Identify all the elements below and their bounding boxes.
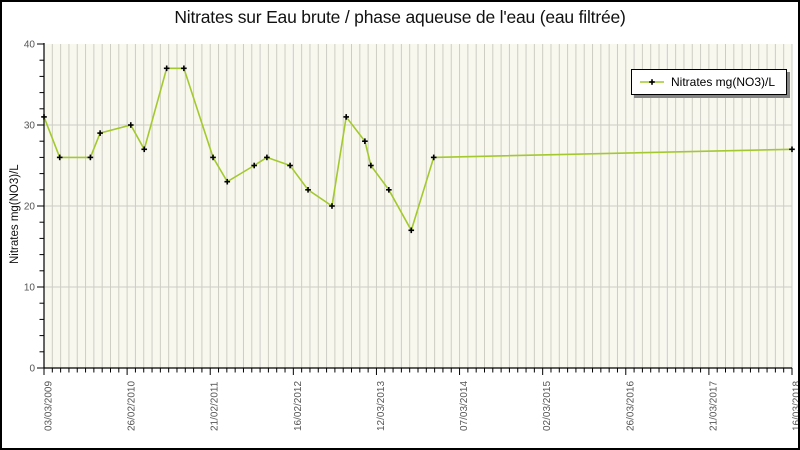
chart-title: Nitrates sur Eau brute / phase aqueuse d… bbox=[174, 7, 626, 27]
svg-text:30: 30 bbox=[24, 121, 36, 132]
svg-text:16/03/2018: 16/03/2018 bbox=[792, 381, 800, 431]
svg-text:26/02/2010: 26/02/2010 bbox=[127, 381, 138, 431]
legend-label: Nitrates mg(NO3)/L bbox=[671, 75, 776, 89]
svg-text:20: 20 bbox=[24, 202, 36, 213]
svg-text:21/02/2011: 21/02/2011 bbox=[210, 381, 221, 431]
svg-text:03/03/2009: 03/03/2009 bbox=[44, 381, 55, 431]
svg-text:12/03/2013: 12/03/2013 bbox=[376, 381, 387, 431]
svg-text:10: 10 bbox=[24, 283, 36, 294]
svg-text:07/03/2014: 07/03/2014 bbox=[459, 381, 470, 431]
svg-text:02/03/2015: 02/03/2015 bbox=[542, 381, 553, 431]
svg-text:21/03/2017: 21/03/2017 bbox=[708, 381, 719, 431]
svg-text:0: 0 bbox=[29, 364, 35, 375]
legend-marker-icon bbox=[640, 79, 664, 85]
svg-text:16/02/2012: 16/02/2012 bbox=[293, 381, 304, 431]
svg-text:Nitrates mg(NO3)/L: Nitrates mg(NO3)/L bbox=[9, 164, 21, 264]
legend-box: Nitrates mg(NO3)/L bbox=[631, 69, 788, 95]
svg-text:26/03/2016: 26/03/2016 bbox=[625, 381, 636, 431]
svg-text:40: 40 bbox=[24, 40, 36, 51]
